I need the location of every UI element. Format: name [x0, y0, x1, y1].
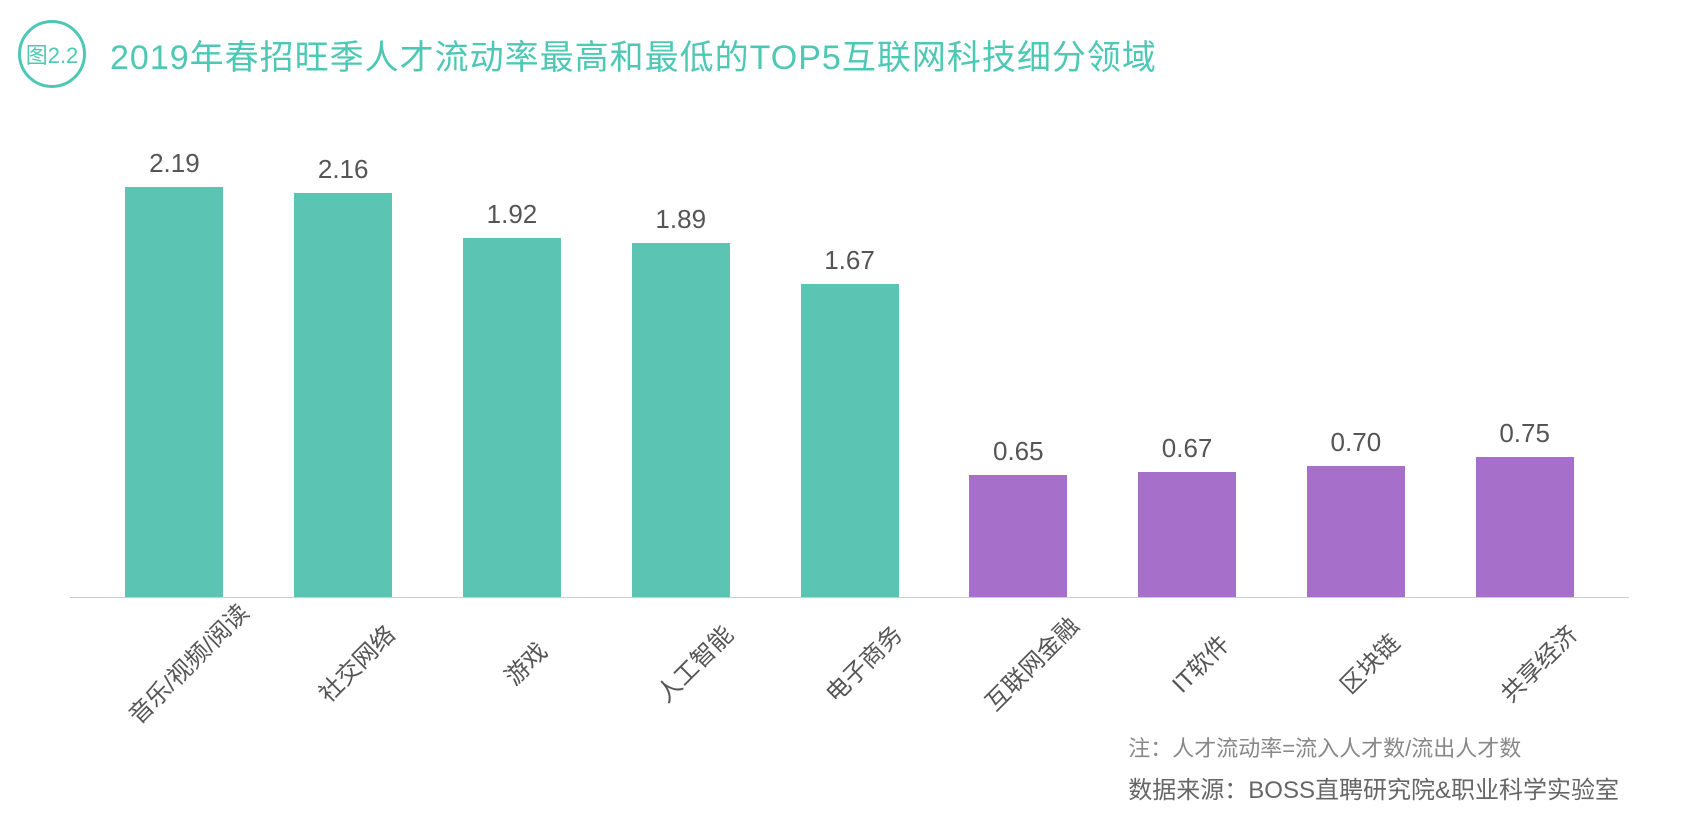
- bar-value: 0.75: [1499, 418, 1550, 449]
- chart-footer: 注：人才流动率=流入人才数/流出人才数 数据来源：BOSS直聘研究院&职业科学实…: [1128, 729, 1619, 812]
- bar-label: 电子商务: [816, 616, 909, 709]
- bar-value: 2.19: [149, 148, 200, 179]
- bar: [1476, 457, 1574, 597]
- bar-label: 社交网络: [309, 616, 402, 709]
- label-cell: 电子商务: [765, 610, 934, 730]
- bar-value: 1.67: [824, 245, 875, 276]
- label-cell: 共享经济: [1440, 610, 1609, 730]
- bar-label: 人工智能: [647, 616, 740, 709]
- label-cell: 社交网络: [259, 610, 428, 730]
- labels-row: 音乐/视频/阅读社交网络 游戏 人工智能电子商务互联网金融 IT软件 区块链 共享经济: [70, 610, 1629, 730]
- bar-label: 游戏: [495, 633, 554, 692]
- bar: [294, 193, 392, 597]
- bar: [969, 475, 1067, 597]
- label-cell: 音乐/视频/阅读: [90, 610, 259, 730]
- bar-group: 1.89: [596, 148, 765, 597]
- bar-group: 2.19: [90, 148, 259, 597]
- bar: [1138, 472, 1236, 597]
- label-cell: 游戏: [428, 610, 597, 730]
- bar: [463, 238, 561, 597]
- bar-group: 2.16: [259, 148, 428, 597]
- bar-label: IT软件: [1163, 625, 1237, 699]
- bar-chart: 2.192.161.921.891.670.650.670.700.75 音乐/…: [70, 148, 1629, 668]
- label-cell: 人工智能: [596, 610, 765, 730]
- bar-value: 1.92: [487, 199, 538, 230]
- bar-label: 区块链: [1330, 625, 1406, 701]
- bar: [125, 187, 223, 597]
- bar: [1307, 466, 1405, 597]
- bar-value: 1.89: [655, 204, 706, 235]
- bar-value: 0.67: [1162, 433, 1213, 464]
- bar-group: 0.70: [1271, 148, 1440, 597]
- bar-value: 2.16: [318, 154, 369, 185]
- footer-note: 注：人才流动率=流入人才数/流出人才数: [1128, 729, 1619, 769]
- figure-badge: 图2.2: [18, 20, 86, 88]
- bar: [632, 243, 730, 597]
- bar-group: 1.92: [428, 148, 597, 597]
- label-cell: 区块链: [1271, 610, 1440, 730]
- bar-group: 1.67: [765, 148, 934, 597]
- bar-group: 0.67: [1103, 148, 1272, 597]
- bar-group: 0.65: [934, 148, 1103, 597]
- bar-value: 0.70: [1331, 427, 1382, 458]
- bar-label: 音乐/视频/阅读: [119, 594, 255, 730]
- chart-title: 2019年春招旺季人才流动率最高和最低的TOP5互联网科技细分领域: [110, 30, 1157, 79]
- label-cell: 互联网金融: [934, 610, 1103, 730]
- label-cell: IT软件: [1103, 610, 1272, 730]
- bar-group: 0.75: [1440, 148, 1609, 597]
- bar-value: 0.65: [993, 436, 1044, 467]
- bar-label: 互联网金融: [976, 608, 1086, 718]
- footer-source: 数据来源：BOSS直聘研究院&职业科学实验室: [1128, 769, 1619, 812]
- chart-header: 图2.2 2019年春招旺季人才流动率最高和最低的TOP5互联网科技细分领域: [0, 0, 1699, 88]
- bar: [801, 284, 899, 597]
- bar-label: 共享经济: [1491, 616, 1584, 709]
- bars-container: 2.19 2.16 1.92 1.89 1.67 0.65 0.67 0.70 0.75: [70, 148, 1629, 598]
